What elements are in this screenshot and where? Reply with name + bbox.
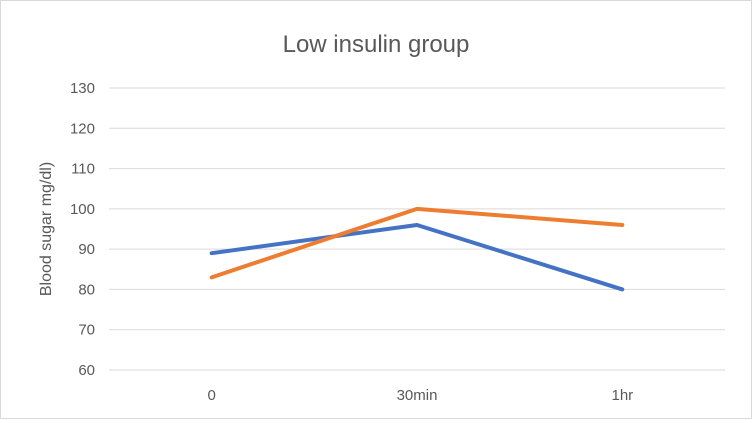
series-line-2 bbox=[209, 206, 625, 280]
chart-title: Low insulin group bbox=[283, 31, 470, 58]
y-axis-label: Blood sugar mg/dl) bbox=[38, 162, 55, 296]
gridlines bbox=[109, 87, 725, 371]
y-tick-label: 80 bbox=[78, 281, 95, 298]
y-tick-label: 60 bbox=[78, 362, 95, 379]
x-tick-label: 30min bbox=[397, 387, 438, 404]
series-lines bbox=[209, 206, 625, 292]
y-tick-label: 110 bbox=[71, 161, 95, 178]
y-tick-label: 120 bbox=[70, 120, 95, 137]
y-tick-label: 90 bbox=[78, 241, 95, 258]
x-tick-label: 1hr bbox=[611, 387, 633, 404]
y-tick-label: 70 bbox=[78, 322, 95, 339]
series-line-1 bbox=[209, 222, 625, 292]
y-tick-label: 130 bbox=[70, 80, 95, 97]
y-axis-ticks: 60 70 80 90 100 110 120 130 bbox=[70, 80, 95, 379]
y-tick-label: 100 bbox=[70, 201, 95, 218]
x-axis-ticks: 0 30min 1hr bbox=[207, 387, 633, 404]
x-tick-label: 0 bbox=[207, 387, 215, 404]
